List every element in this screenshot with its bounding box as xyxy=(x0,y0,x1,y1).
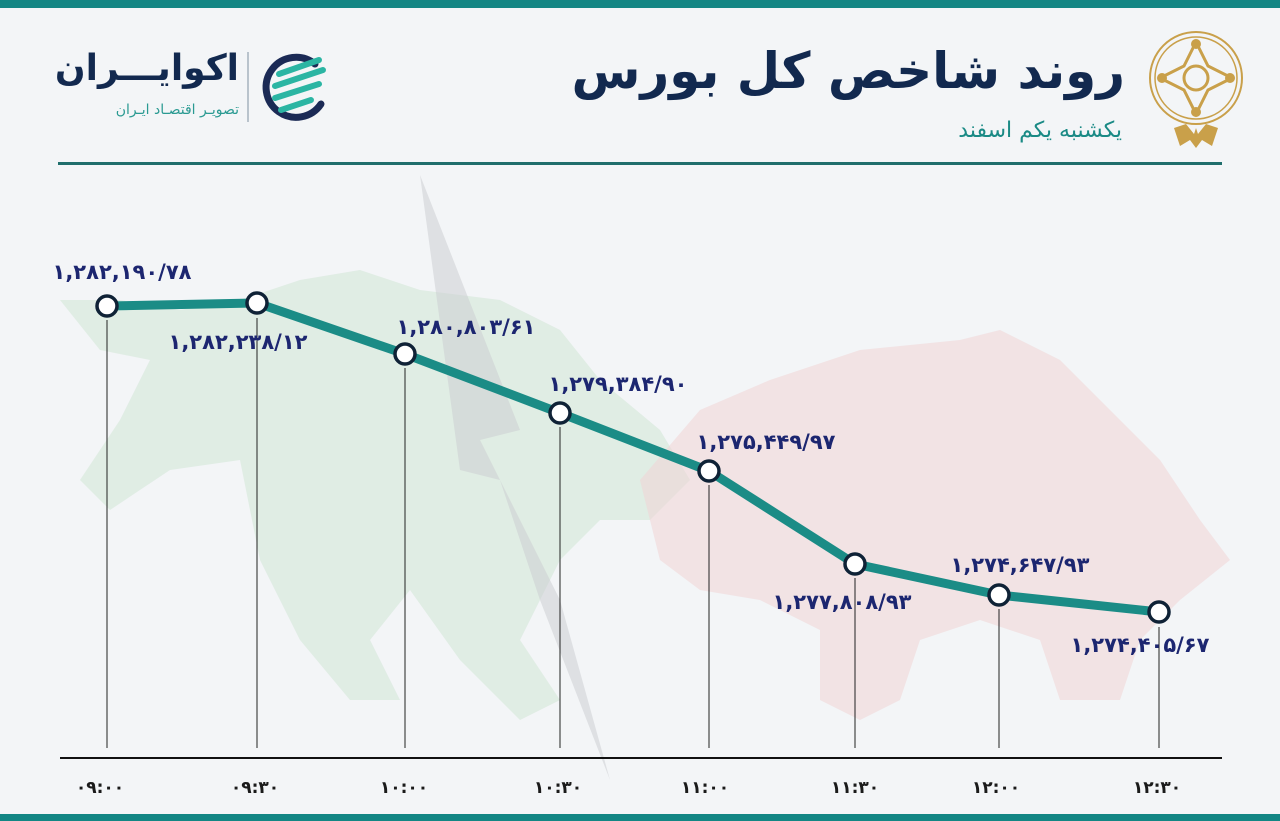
page-title: روند شاخص کل بورس xyxy=(571,42,1126,100)
data-point-1100 xyxy=(697,459,721,483)
value-label-1130: ۱,۲۷۷,۸۰۸/۹۳ xyxy=(772,590,912,614)
header: روند شاخص کل بورس یکشنبه یکم اسفند اکوای… xyxy=(0,0,1280,170)
time-label-1230: ۱۲:۳۰ xyxy=(1132,778,1182,798)
time-label-1000: ۱۰:۰۰ xyxy=(379,778,429,798)
brand-name: اکوایـــران xyxy=(54,48,239,89)
time-label-0930: ۰۹:۳۰ xyxy=(230,778,280,798)
time-label-0900: ۰۹:۰۰ xyxy=(75,778,125,798)
time-label-1100: ۱۱:۰۰ xyxy=(680,778,730,798)
data-point-0900 xyxy=(95,294,119,318)
time-label-1130: ۱۱:۳۰ xyxy=(830,778,880,798)
index-series-line xyxy=(102,298,1164,617)
data-point-1200 xyxy=(987,583,1011,607)
value-label-0900: ۱,۲۸۲,۱۹۰/۷۸ xyxy=(52,260,192,284)
value-label-1230: ۱,۲۷۴,۴۰۵/۶۷ xyxy=(1070,633,1210,657)
brand-divider xyxy=(247,52,249,122)
time-label-1030: ۱۰:۳۰ xyxy=(533,778,583,798)
brand-tagline: تصویـر اقتصـاد ایـران xyxy=(115,102,239,118)
data-point-1000 xyxy=(393,342,417,366)
data-point-1030 xyxy=(548,401,572,425)
data-point-1130 xyxy=(843,552,867,576)
data-point-1230 xyxy=(1147,600,1171,624)
tehran-stock-exchange-emblem-icon xyxy=(1149,31,1243,148)
ecoiran-logo-icon xyxy=(262,53,326,121)
ecoiran-brand: اکوایـــران تصویـر اقتصـاد ایـران xyxy=(55,48,337,128)
top-accent-bar xyxy=(0,0,1280,8)
value-label-0930: ۱,۲۸۲,۲۳۸/۱۲ xyxy=(168,330,308,354)
header-divider xyxy=(58,162,1222,165)
data-point-markers xyxy=(95,291,1171,624)
drop-lines xyxy=(106,318,1160,748)
data-point-0930 xyxy=(245,291,269,315)
value-label-1100: ۱,۲۷۵,۴۴۹/۹۷ xyxy=(696,430,836,454)
value-label-1200: ۱,۲۷۴,۶۴۷/۹۳ xyxy=(950,553,1090,577)
page-subtitle-date: یکشنبه یکم اسفند xyxy=(958,118,1122,143)
bottom-accent-bar xyxy=(0,814,1280,821)
time-label-1200: ۱۲:۰۰ xyxy=(971,778,1021,798)
value-label-1000: ۱,۲۸۰,۸۰۳/۶۱ xyxy=(396,315,536,339)
value-label-1030: ۱,۲۷۹,۳۸۴/۹۰ xyxy=(548,372,688,396)
